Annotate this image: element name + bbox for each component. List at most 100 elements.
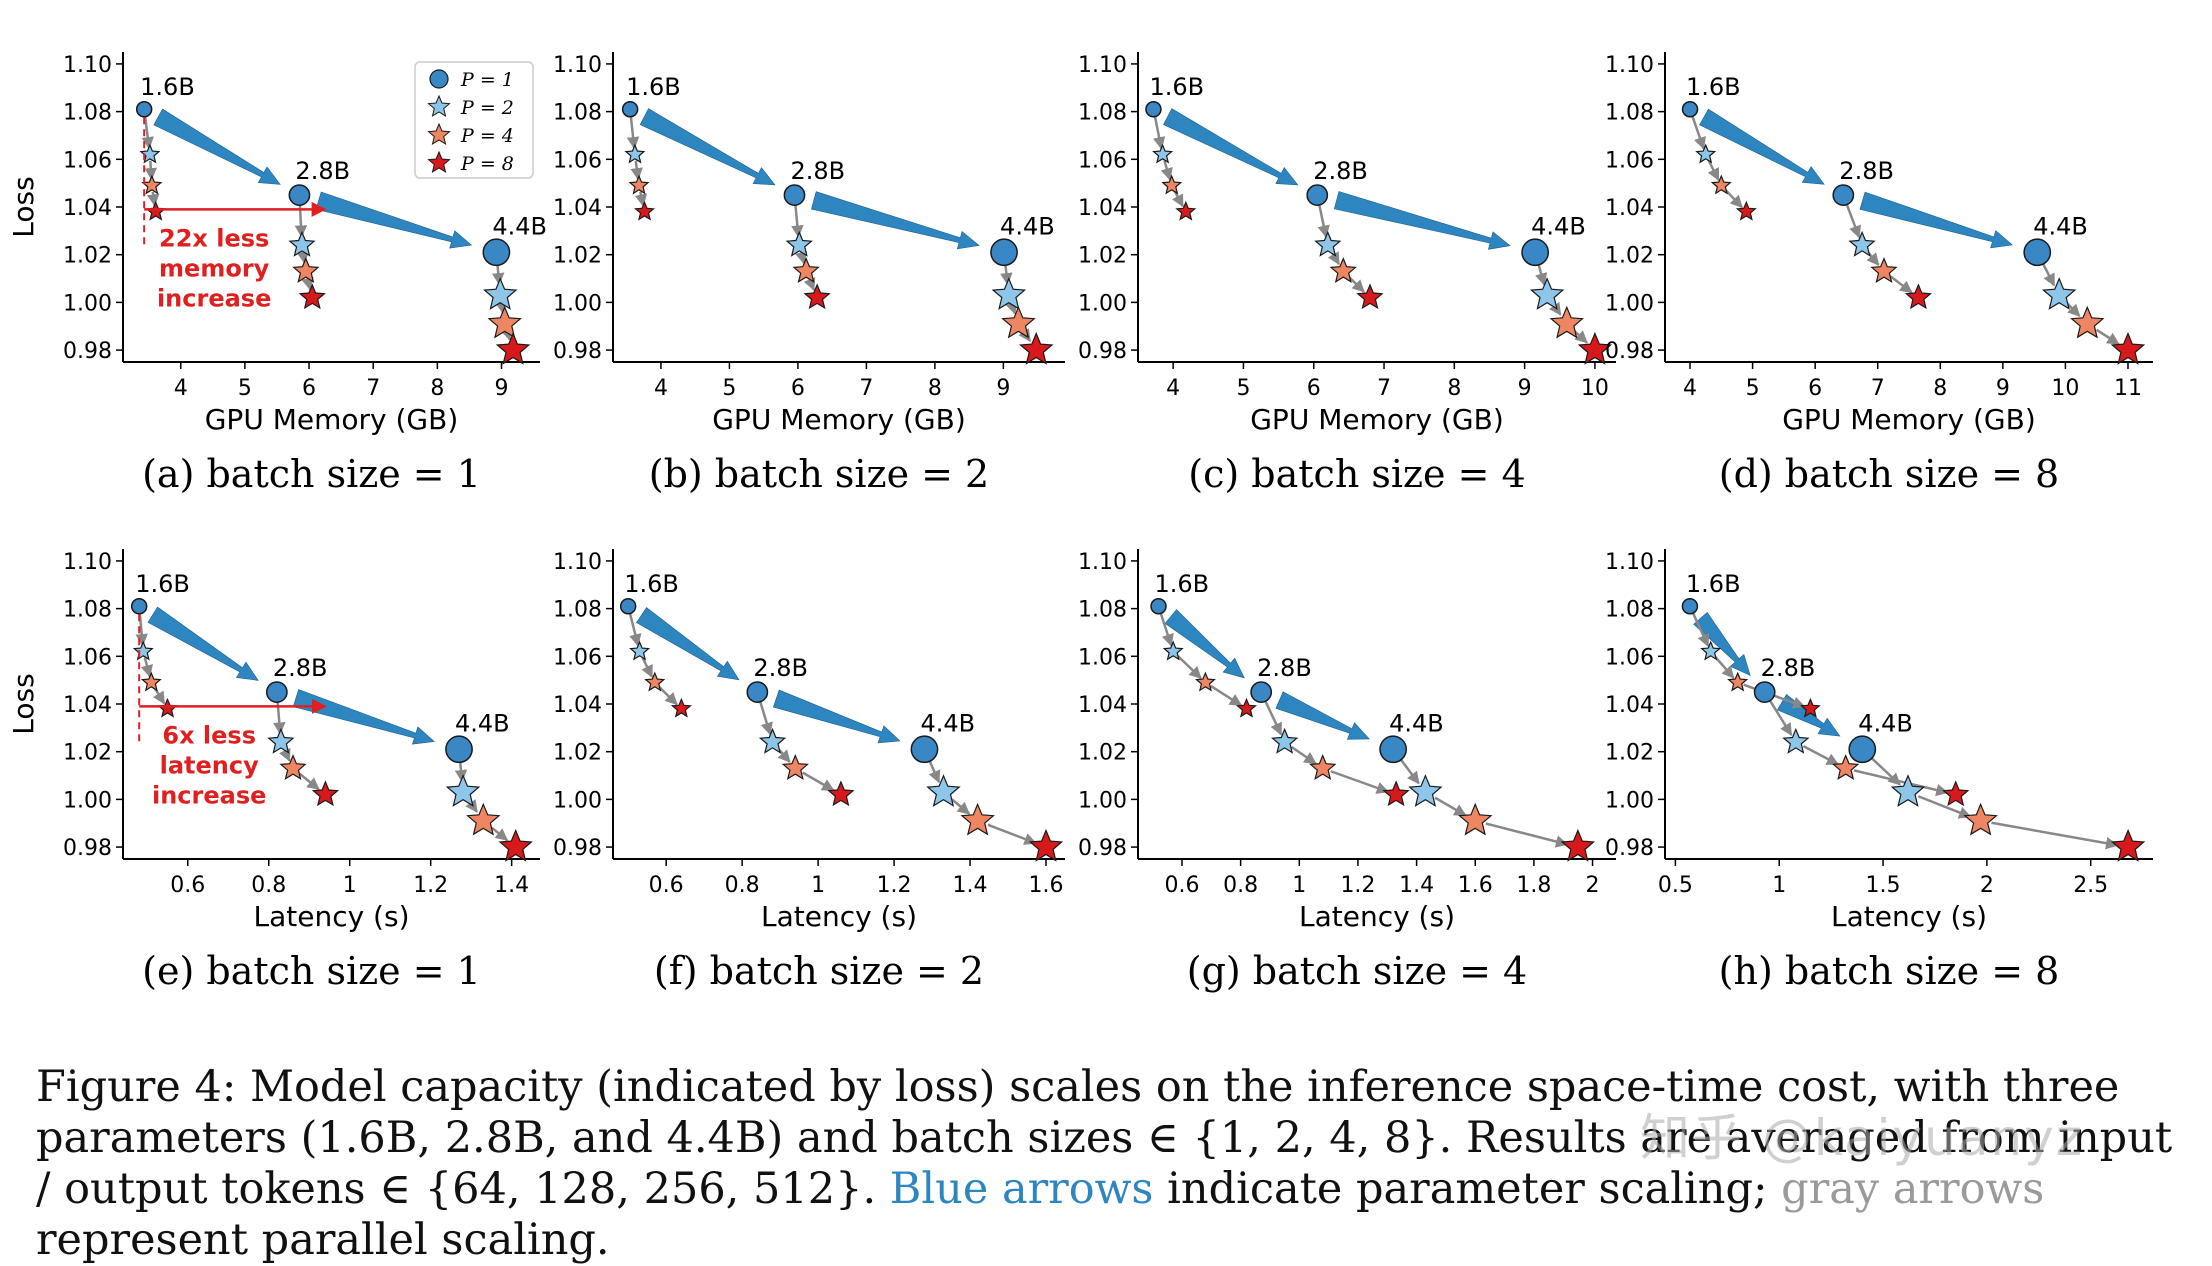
point-marker-p8 (1175, 200, 1197, 221)
parallel-scaling-arrow (491, 826, 509, 842)
parallel-scaling-arrow (500, 326, 513, 341)
model-size-label: 4.4B (920, 709, 975, 737)
parallel-scaling-arrow (1713, 655, 1735, 679)
parallel-scaling-arrow (1399, 758, 1420, 785)
x-tick-label: 2 (1586, 873, 1600, 898)
parameter-scaling-arrow (639, 108, 776, 186)
point-marker-p1 (135, 100, 153, 118)
point-marker-p2 (1271, 727, 1299, 754)
x-tick-label: 1.2 (877, 873, 912, 898)
caption-text-3: represent parallel scaling. (36, 1215, 610, 1265)
x-tick-label: 0.8 (725, 873, 760, 898)
parallel-scaling-arrow (2095, 328, 2120, 346)
y-tick-label: 1.04 (553, 196, 602, 221)
point-marker-p8 (1019, 331, 1054, 365)
legend-box (414, 61, 534, 179)
y-tick-label: 0.98 (553, 836, 602, 861)
point-marker-p1 (1145, 100, 1162, 118)
parallel-scaling-arrow (1159, 612, 1174, 647)
point-marker-p1 (445, 735, 473, 764)
point-marker-p4 (1195, 671, 1216, 692)
y-tick-label: 1.04 (1078, 693, 1127, 718)
point-marker-p2 (288, 230, 316, 257)
subplot-f: 0.98 1.00 1.02 1.04 1.06 1.08 1.10 0.6 0.8 1 1.2 1.… (553, 549, 1065, 993)
parallel-scaling-arrow (803, 276, 816, 291)
x-tick-label: 0.6 (1164, 873, 1199, 898)
x-tick-label: 0.6 (170, 873, 205, 898)
point-marker-p4 (1458, 802, 1493, 836)
x-tick-label: 10 (1581, 376, 1609, 401)
y-tick-label: 1.02 (1078, 741, 1127, 766)
point-marker-p2 (785, 230, 813, 257)
y-tick-label: 1.04 (63, 196, 112, 221)
parallel-scaling-arrow (1176, 655, 1202, 680)
y-tick-label: 1.02 (1078, 244, 1127, 269)
y-tick-label: 1.02 (63, 244, 112, 269)
y-tick-label: 1.08 (553, 101, 602, 126)
parallel-scaling-arrow (1768, 699, 1793, 736)
y-tick-label: 1.10 (553, 550, 602, 575)
y-tick-label: 0.98 (1078, 836, 1127, 861)
point-marker-p4 (781, 754, 809, 780)
parallel-scaling-arrow (634, 191, 648, 207)
point-marker-p1 (621, 100, 639, 118)
model-size-label: 2.8B (295, 157, 350, 185)
y-tick-label: 1.06 (63, 148, 112, 173)
point-marker-p1 (910, 735, 939, 764)
y-tick-label: 1.00 (63, 788, 112, 813)
model-size-label: 1.6B (1686, 73, 1741, 101)
x-axis-label: Latency (s) (1299, 900, 1455, 933)
point-marker-p4 (1963, 802, 1998, 836)
point-marker-p4 (1161, 174, 1183, 195)
subplot-e: 0.98 1.00 1.02 1.04 1.06 1.08 1.10 0.6 0.8 1 1.2 1.… (7, 549, 540, 993)
x-tick-label: 1 (343, 873, 357, 898)
point-marker-p4 (141, 174, 163, 195)
y-tick-label: 1.06 (63, 645, 112, 670)
x-tick-label: 4 (1166, 376, 1180, 401)
point-marker-p1 (482, 238, 511, 267)
point-marker-p2 (629, 640, 651, 661)
subplot-caption: (e) batch size = 1 (142, 949, 481, 993)
annotation-text: increase (152, 781, 266, 809)
y-tick-label: 1.06 (553, 645, 602, 670)
parallel-scaling-arrow (1691, 115, 1706, 150)
point-marker-p8 (1904, 283, 1932, 310)
x-tick-label: 6 (791, 376, 805, 401)
parameter-scaling-arrow (636, 607, 740, 681)
point-marker-p2 (1408, 774, 1443, 807)
point-marker-p1 (1753, 681, 1776, 703)
point-marker-p4 (628, 174, 650, 195)
y-tick-label: 1.04 (553, 693, 602, 718)
x-tick-label: 6 (1808, 376, 1822, 401)
point-marker-p1 (288, 184, 311, 206)
annotation-text: memory (159, 254, 270, 282)
point-marker-p2 (991, 277, 1027, 310)
model-size-label: 1.6B (140, 73, 195, 101)
model-size-label: 2.8B (273, 654, 328, 682)
parameter-scaling-arrow (1859, 191, 2014, 249)
point-marker-p2 (624, 143, 646, 164)
legend-marker-p1 (429, 69, 449, 89)
point-marker-p1 (1681, 100, 1699, 118)
point-marker-p2 (483, 277, 518, 310)
x-tick-label: 1.5 (1866, 873, 1901, 898)
point-marker-p2 (132, 640, 154, 661)
x-tick-label: 8 (928, 376, 942, 401)
y-tick-label: 1.00 (553, 788, 602, 813)
x-tick-label: 4 (1683, 376, 1697, 401)
parallel-scaling-arrow (626, 116, 640, 150)
x-tick-label: 1.6 (1458, 873, 1493, 898)
point-marker-p8 (1577, 331, 1613, 365)
x-tick-label: 7 (1377, 376, 1391, 401)
y-tick-label: 1.08 (1605, 101, 1654, 126)
y-tick-label: 1.10 (1605, 550, 1654, 575)
parameter-scaling-arrow (772, 689, 901, 744)
parallel-scaling-arrow (1210, 684, 1243, 707)
x-tick-label: 1.6 (1029, 873, 1064, 898)
y-tick-label: 1.04 (1605, 693, 1654, 718)
x-tick-label: 5 (722, 376, 736, 401)
point-marker-p1 (1848, 735, 1877, 764)
subplot-caption: (a) batch size = 1 (142, 452, 481, 496)
x-axis-label: Latency (s) (1831, 900, 1987, 933)
x-tick-label: 1.4 (494, 873, 529, 898)
